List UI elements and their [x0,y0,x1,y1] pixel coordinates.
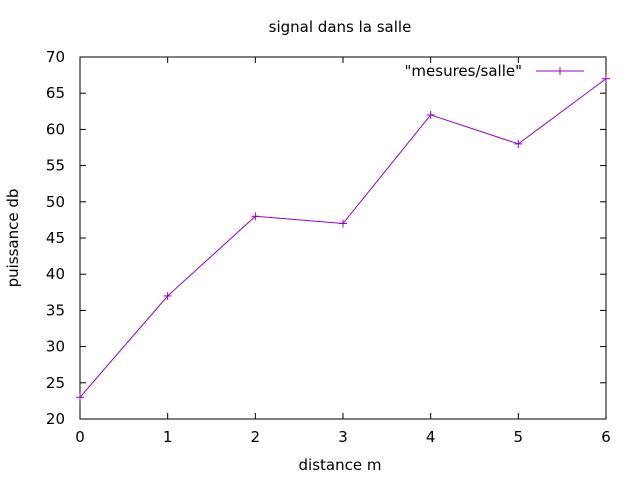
plot-frame [79,56,607,420]
legend: "mesures/salle" [405,62,584,80]
y-tick-label: 25 [46,374,65,392]
y-tick-label: 55 [46,157,65,175]
legend-marker-sample [556,67,564,75]
data-point-marker [163,291,172,300]
data-point-marker [339,219,347,228]
y-tick-label: 65 [46,84,65,102]
series-mesures-salle [76,74,610,402]
series-line [79,78,607,398]
y-tick-label: 45 [46,229,65,247]
data-point-marker [251,212,260,221]
x-tick-label: 2 [251,428,261,446]
x-tick-label: 4 [426,428,436,446]
y-tick-label: 20 [46,410,65,428]
x-tick-label: 1 [163,428,173,446]
x-tick-label: 6 [601,428,611,446]
chart-title: signal dans la salle [269,18,412,36]
x-axis-label: distance m [299,456,382,474]
legend-label: "mesures/salle" [405,62,522,80]
data-point-marker [76,393,84,402]
data-point-marker [602,74,610,83]
y-tick-label: 60 [46,120,65,138]
y-tick-label: 50 [46,193,65,211]
y-axis-label: puissance db [4,189,22,288]
y-tick-label: 35 [46,301,65,319]
y-tick-label: 70 [46,48,65,66]
y-tick-label: 40 [46,265,65,283]
x-tick-label: 3 [338,428,348,446]
y-tick-label: 30 [46,338,65,356]
data-point-marker [426,110,435,119]
data-point-marker [514,139,523,148]
x-tick-label: 0 [75,428,85,446]
x-tick-label: 5 [514,428,524,446]
